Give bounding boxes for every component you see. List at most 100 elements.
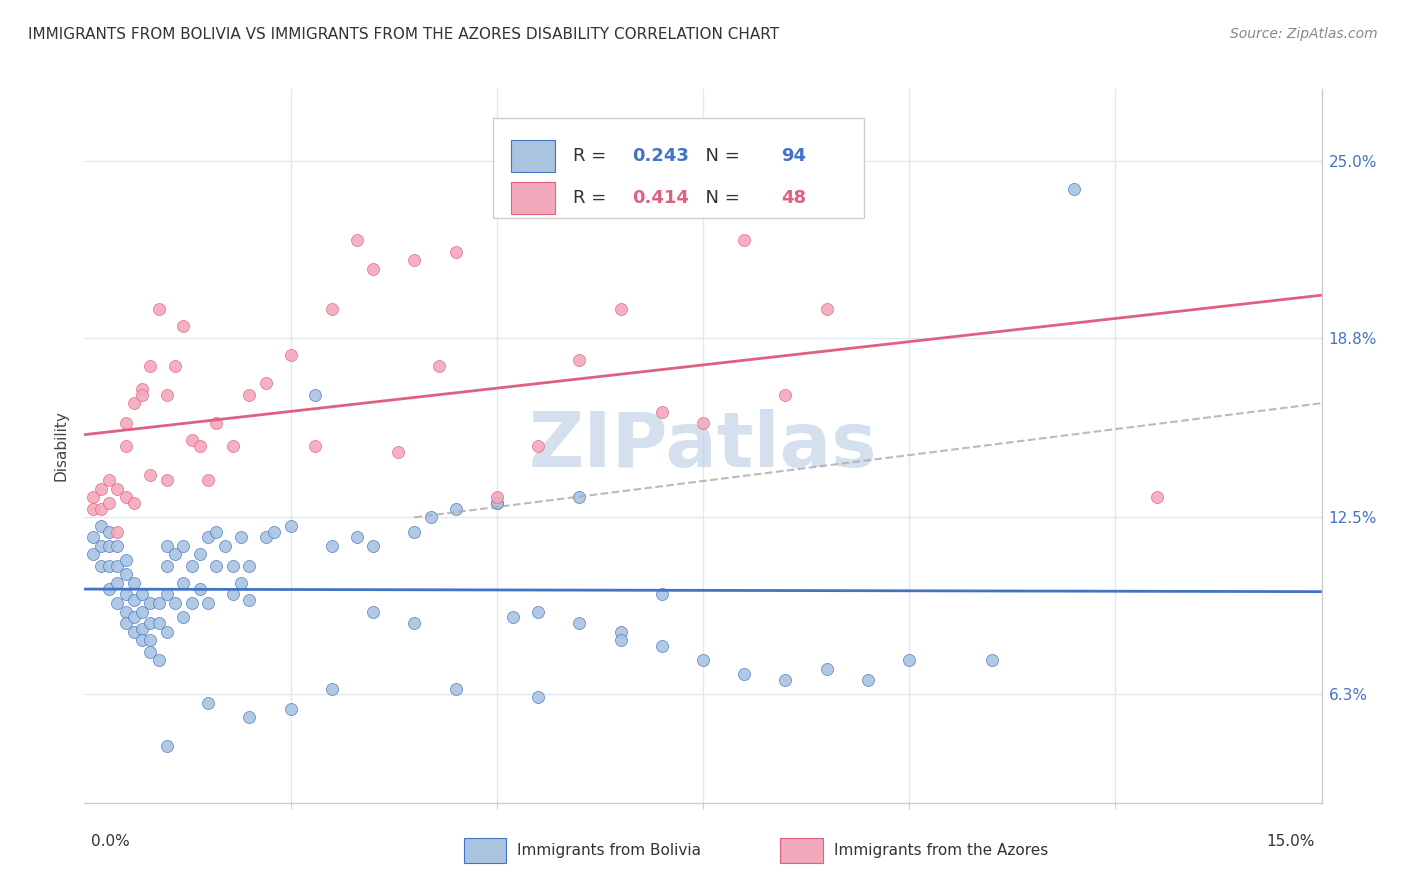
Point (122, 576, 145, 591)
Point (419, 510, 441, 524)
Point (692, 416, 714, 430)
Point (222, 587, 245, 601)
Point (131, 633, 153, 648)
Point (321, 301, 343, 316)
Point (238, 710, 260, 724)
Point (82, 548, 104, 562)
Point (114, 439, 136, 453)
Point (90, 558, 112, 573)
Point (139, 359, 162, 373)
Point (321, 539, 343, 553)
Point (404, 615, 426, 630)
Point (280, 519, 302, 533)
Point (156, 558, 179, 573)
Point (82, 501, 104, 516)
Point (172, 576, 194, 591)
Point (568, 353, 591, 368)
Point (238, 558, 260, 573)
Point (148, 301, 170, 316)
Point (172, 610, 194, 624)
Point (131, 382, 153, 396)
Point (139, 615, 162, 630)
Point (114, 615, 136, 630)
Point (98, 582, 121, 596)
Point (180, 596, 202, 610)
Point (165, 359, 187, 373)
Point (197, 596, 219, 610)
Bar (492, 118, 863, 218)
Point (361, 539, 384, 553)
Point (180, 434, 202, 448)
Point (856, 673, 879, 687)
Text: 0.0%: 0.0% (91, 834, 131, 849)
Point (165, 548, 187, 562)
Point (304, 439, 326, 453)
Point (205, 416, 228, 430)
Point (98, 524, 121, 539)
Point (775, 387, 797, 401)
Text: N =: N = (695, 189, 745, 207)
Point (82, 491, 104, 505)
Point (148, 653, 170, 667)
Point (1146, 491, 1168, 505)
Point (139, 467, 162, 482)
Point (122, 624, 145, 639)
Point (815, 301, 838, 316)
Point (527, 605, 550, 619)
Point (733, 667, 755, 681)
Point (568, 615, 591, 630)
Point (148, 596, 170, 610)
Point (90, 501, 112, 516)
Point (188, 582, 211, 596)
Point (1063, 182, 1085, 196)
Point (254, 530, 277, 544)
Point (815, 662, 838, 676)
Text: 15.0%: 15.0% (1267, 834, 1315, 849)
Text: 0.414: 0.414 (633, 189, 689, 207)
Point (98, 558, 121, 573)
Point (122, 610, 145, 624)
Point (122, 396, 145, 410)
Point (609, 301, 631, 316)
Bar (512, 182, 554, 214)
Point (427, 359, 450, 373)
Point (404, 253, 426, 268)
Point (229, 576, 252, 591)
Point (346, 234, 368, 248)
Point (404, 524, 426, 539)
Point (205, 524, 228, 539)
Point (105, 482, 128, 496)
Point (651, 639, 673, 653)
Point (346, 530, 368, 544)
Point (156, 539, 179, 553)
Point (222, 439, 245, 453)
Text: ZIPatlas: ZIPatlas (529, 409, 877, 483)
Point (980, 653, 1002, 667)
Point (609, 633, 631, 648)
Point (122, 496, 145, 510)
Point (229, 530, 252, 544)
Point (156, 387, 179, 401)
Point (527, 439, 550, 453)
Point (131, 605, 153, 619)
Point (733, 234, 755, 248)
Point (114, 567, 136, 582)
Point (98, 496, 121, 510)
Point (165, 596, 187, 610)
Point (131, 622, 153, 636)
Point (90, 539, 112, 553)
Point (188, 439, 211, 453)
Point (609, 624, 631, 639)
Text: 94: 94 (780, 146, 806, 165)
Point (692, 653, 714, 667)
Point (139, 596, 162, 610)
Point (485, 491, 508, 505)
Point (114, 491, 136, 505)
Point (485, 496, 508, 510)
Point (361, 262, 384, 277)
Point (254, 376, 277, 391)
Point (172, 319, 194, 334)
Point (238, 387, 260, 401)
Bar (512, 140, 554, 172)
Text: IMMIGRANTS FROM BOLIVIA VS IMMIGRANTS FROM THE AZORES DISABILITY CORRELATION CHA: IMMIGRANTS FROM BOLIVIA VS IMMIGRANTS FR… (28, 27, 779, 42)
